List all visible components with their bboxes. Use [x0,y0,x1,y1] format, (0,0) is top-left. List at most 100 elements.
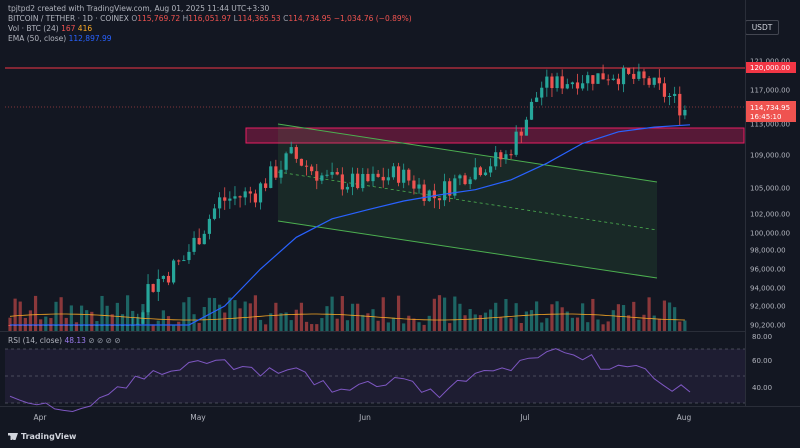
ohlc-open: 115,769.72 [137,14,181,23]
candle-body [627,68,631,74]
candle-body [560,76,564,89]
candle-body [274,166,278,178]
candle-body [535,97,539,102]
volume-bar [632,301,636,331]
candle-body [632,73,636,79]
candle-body [361,173,365,189]
rsi-label[interactable]: RSI (14, close) [8,336,63,345]
price-tick-label: 90,200.00 [750,322,786,330]
rsi-tick-label: 40.00 [752,384,772,392]
candle-body [238,196,242,198]
candle-body [356,173,360,189]
candle-body [463,175,467,185]
time-tick-label: Jul [519,413,529,422]
volume-bar [115,302,119,331]
candle-body [468,179,472,185]
time-tick-label: May [190,413,206,422]
candle-body [667,96,672,98]
channel-upper-line[interactable] [277,123,658,183]
volume-bar [141,304,145,331]
volume-bar [310,324,314,331]
candle-body [212,208,217,219]
candle-body [396,166,401,183]
volume-bar [437,295,442,331]
candle-body [601,73,605,80]
volume-bar [402,323,406,331]
volume-bar [161,310,165,331]
candle-body [258,183,263,203]
candle-body [596,73,600,84]
candle-body [489,166,493,173]
candle-body [662,83,667,97]
volume-bar [581,303,585,331]
price-axis-border [745,0,746,406]
candle-body [197,237,201,245]
candle-body [182,260,186,262]
candle-body [586,75,590,84]
price-tick-label: 102,000.00 [750,211,790,219]
volume-bar [391,317,396,331]
last-price-tag: 114,734.95 [750,104,790,112]
volume-bar [509,318,513,331]
symbol-name[interactable]: BITCOIN / TETHER · 1D · COINEX [8,14,129,23]
volume-bar [611,310,615,331]
ohlc-high: 116,051.97 [188,14,232,23]
candle-body [575,82,580,89]
volume-bar [356,303,360,331]
volume-layer [8,295,687,331]
ohlc-low: 114,365.53 [237,14,281,23]
candle-body [264,183,268,188]
candle-body [345,186,350,190]
candle-body [499,152,503,160]
rsi-settings-icons[interactable]: ⊘ ⊘ ⊘ ⊘ [88,336,121,345]
volume-bar [555,301,559,331]
time-axis[interactable]: Apr May Jun Jul Aug [34,413,692,422]
channel-midline[interactable] [277,171,658,231]
volume-bar [187,297,191,331]
price-tick-label: 121,000.00 [750,58,790,66]
volume-bar [427,315,431,331]
ohlc-low-label: L [233,14,238,23]
volume-bar [458,303,462,331]
chart-header: tpjtpd2 created with TradingView.com, Au… [8,4,608,44]
volume-bar [381,297,385,331]
ema-label[interactable]: EMA (50, close) [8,34,67,43]
volume-bar [79,305,84,331]
volume-bar [662,300,667,331]
volume-bar [177,321,181,331]
candle-body [453,178,457,196]
candle-body [417,184,421,189]
candle-body [678,93,682,116]
volume-bar [294,309,298,331]
channel-lower-line[interactable] [277,220,658,279]
volume-bar [657,318,661,331]
tradingview-brand-name: TradingView [21,432,77,441]
candle-body [366,173,370,182]
volume-bar [212,298,217,331]
candle-body [514,131,518,155]
tradingview-logo[interactable]: TradingView [8,432,76,441]
volume-label[interactable]: Vol · BTC (24) [8,24,59,33]
candle-body [448,181,452,196]
candle-body [320,175,324,181]
candle-body [606,79,610,81]
volume-bar [172,324,176,331]
candle-body [207,218,211,234]
volume-bar [647,297,651,331]
price-axis[interactable]: 121,000.00 117,000.00 113,000.00 109,000.00… [750,58,790,330]
candle-body [294,147,298,159]
candle-body [442,181,447,201]
volume-bar [596,319,600,331]
rsi-axis[interactable]: 80.00 60.00 40.00 [752,333,772,392]
candle-body [402,169,406,183]
candle-body [386,177,390,181]
volume-bar [499,317,503,331]
ema-line[interactable] [10,124,691,326]
rsi-line[interactable] [9,348,691,413]
volume-bar [269,313,273,331]
volume-bar [166,316,171,331]
pane-separator[interactable] [0,331,745,332]
volume-bar [483,312,488,331]
volume-bar [330,296,334,331]
